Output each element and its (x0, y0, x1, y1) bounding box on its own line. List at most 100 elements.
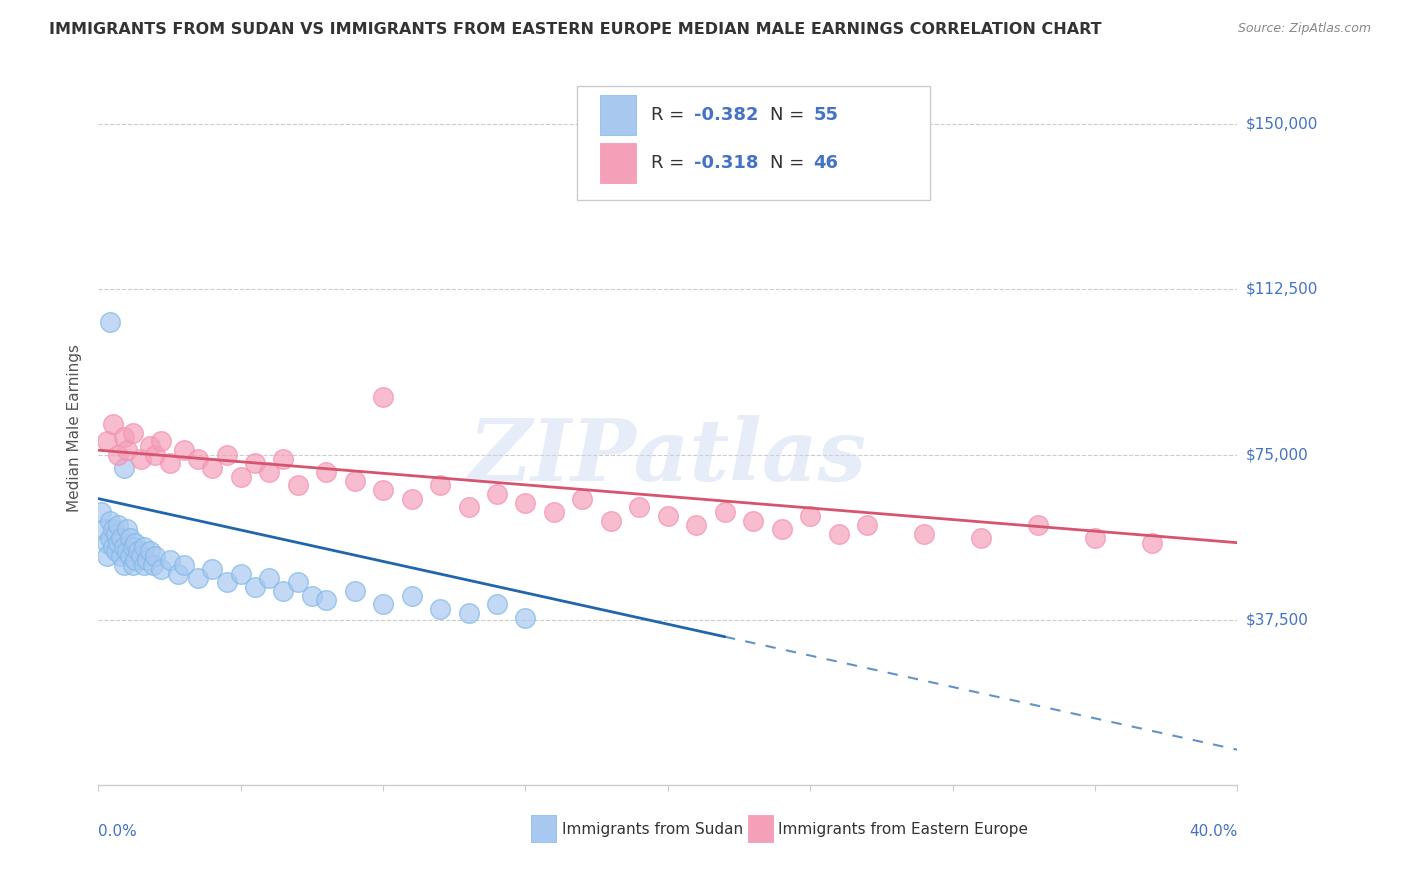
Point (115, 443, 138, 458)
Point (112, 540, 135, 554)
Point (101, 540, 124, 554)
Point (141, 558, 163, 572)
Point (970, 531, 993, 545)
Text: N =: N = (770, 106, 810, 124)
Text: Source: ZipAtlas.com: Source: ZipAtlas.com (1237, 22, 1371, 36)
Point (1084, 531, 1107, 545)
Text: $150,000: $150,000 (1246, 117, 1317, 132)
FancyBboxPatch shape (748, 815, 773, 842)
Point (1140, 535, 1163, 549)
Point (159, 457, 181, 471)
Point (486, 487, 509, 501)
Point (138, 439, 160, 453)
Text: $112,500: $112,500 (1246, 282, 1317, 297)
Point (107, 518, 129, 533)
Text: 55: 55 (814, 106, 838, 124)
Point (201, 460, 224, 475)
Point (429, 478, 451, 492)
Point (828, 527, 851, 541)
Point (457, 500, 479, 515)
Point (543, 505, 565, 519)
Text: Immigrants from Sudan: Immigrants from Sudan (562, 822, 742, 837)
Point (515, 610, 537, 624)
Point (229, 566, 252, 581)
Point (187, 571, 209, 585)
Point (657, 509, 679, 524)
Point (287, 478, 309, 492)
FancyBboxPatch shape (531, 815, 557, 842)
Point (90, 505, 112, 519)
Y-axis label: Median Male Earnings: Median Male Earnings (67, 344, 83, 512)
Point (259, 571, 281, 585)
Point (373, 483, 395, 497)
Text: ZIPatlas: ZIPatlas (468, 415, 868, 499)
Point (118, 549, 141, 563)
Point (401, 491, 423, 506)
Point (121, 425, 143, 440)
Point (770, 523, 793, 537)
Point (515, 496, 537, 510)
Point (273, 452, 295, 467)
Point (112, 460, 135, 475)
Point (243, 457, 266, 471)
Point (98, 514, 121, 528)
Text: 40.0%: 40.0% (1189, 824, 1237, 838)
Point (457, 606, 479, 620)
Point (107, 535, 129, 549)
Point (98, 315, 121, 329)
Point (110, 531, 132, 545)
Point (685, 518, 707, 533)
Point (132, 558, 155, 572)
Point (101, 523, 124, 537)
FancyBboxPatch shape (599, 144, 636, 183)
Point (856, 518, 879, 533)
Point (259, 465, 281, 479)
Point (315, 593, 337, 607)
Point (486, 598, 509, 612)
Point (628, 500, 651, 515)
Point (315, 465, 337, 479)
Point (343, 584, 366, 599)
Point (215, 575, 238, 590)
Point (343, 474, 366, 488)
Text: R =: R = (651, 154, 690, 172)
Point (373, 390, 395, 404)
Point (112, 430, 135, 444)
Point (301, 589, 323, 603)
Point (96, 434, 118, 449)
Text: R =: R = (651, 106, 690, 124)
Point (132, 540, 155, 554)
Point (124, 553, 146, 567)
Point (600, 514, 623, 528)
Text: N =: N = (770, 154, 810, 172)
Point (1026, 518, 1049, 533)
Point (112, 558, 135, 572)
Point (173, 558, 195, 572)
Point (187, 452, 209, 467)
Text: 46: 46 (814, 154, 838, 172)
Point (104, 544, 127, 558)
Text: $37,500: $37,500 (1246, 612, 1309, 627)
Point (127, 544, 149, 558)
Point (104, 527, 127, 541)
Point (107, 448, 129, 462)
Point (129, 549, 152, 563)
Point (135, 553, 157, 567)
Point (373, 598, 395, 612)
Point (98, 531, 121, 545)
Point (121, 540, 143, 554)
Text: 0.0%: 0.0% (98, 824, 138, 838)
Point (401, 589, 423, 603)
Point (912, 527, 935, 541)
Point (167, 566, 190, 581)
FancyBboxPatch shape (599, 95, 636, 135)
Point (118, 531, 141, 545)
Point (115, 523, 138, 537)
Point (121, 558, 143, 572)
FancyBboxPatch shape (576, 86, 929, 200)
Point (714, 505, 737, 519)
Point (145, 549, 167, 563)
Point (742, 514, 765, 528)
Point (96, 535, 118, 549)
Point (229, 469, 252, 483)
